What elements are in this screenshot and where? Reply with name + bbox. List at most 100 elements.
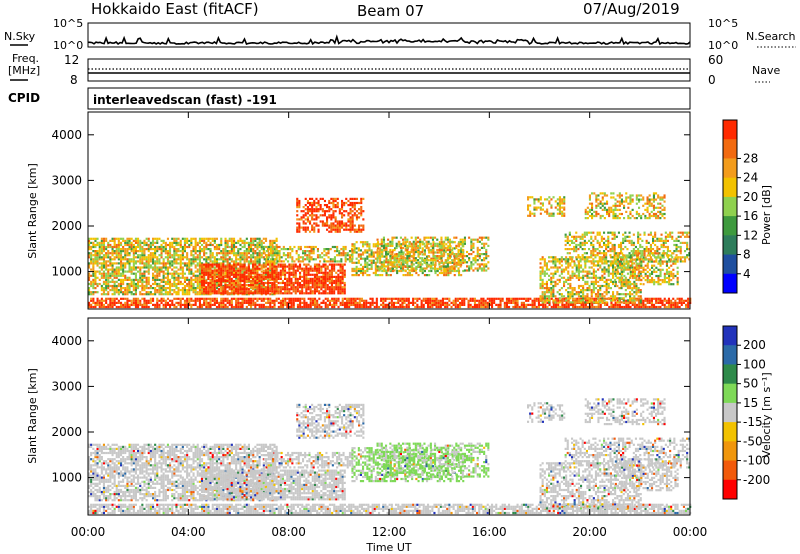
power-cell [177,303,180,306]
power-cell [358,297,361,300]
power-cell [228,262,231,265]
power-cell [271,286,274,289]
power-cell [241,239,244,242]
power-cell [563,297,566,300]
power-cell [337,305,340,309]
power-cell [395,297,398,300]
power-cell [232,292,235,295]
power-cell [360,208,363,211]
power-cell [200,269,203,272]
power-cell [318,263,321,266]
power-cell [262,303,265,306]
power-cell [192,245,195,249]
power-cell [224,265,227,268]
power-cell [115,245,118,249]
power-cell [456,303,459,306]
power-cell [296,290,299,293]
power-cell [311,201,314,205]
power-cell [294,271,297,274]
power-cell [351,249,354,252]
power-cell [501,299,504,302]
power-cell [304,258,307,261]
power-cell [291,256,294,259]
power-cell [262,305,265,309]
power-cell [241,290,244,293]
power-cell [230,237,233,240]
power-cell [453,274,456,277]
power-cell [415,271,418,275]
power-cell [460,263,463,266]
power-cell [188,278,191,281]
power-cell [493,297,496,300]
power-cell [362,241,365,244]
power-cell [271,275,274,278]
power-cell [417,246,420,249]
power-cell [222,297,225,300]
power-cell [612,305,615,309]
power-cell [88,262,91,265]
power-cell [385,255,388,258]
power-cell [122,297,125,300]
power-cell [113,293,116,296]
power-cell [220,297,223,300]
power-cell [200,271,203,274]
power-cell [431,246,434,249]
power-cell [290,273,293,276]
power-cell [309,281,312,285]
power-cell [228,250,231,253]
power-cell [213,245,216,249]
power-cell [382,269,385,272]
power-cell [333,303,336,306]
power-cell [141,287,144,290]
power-cell [355,274,358,277]
power-cell [124,274,127,277]
power-cell [356,301,359,304]
power-cell [254,297,257,300]
power-cell [235,265,238,268]
power-cell [215,290,218,293]
power-cell [256,286,259,289]
power-cell [122,250,125,253]
power-cell [160,270,163,273]
power-cell [303,271,306,274]
power-cell [166,282,169,286]
power-cell [105,297,108,300]
power-cell [409,301,412,304]
power-cell [417,261,420,264]
power-cell [281,271,284,274]
power-cell [262,248,265,251]
power-cell [374,257,377,260]
power-cell [264,290,267,293]
power-cell [298,206,301,209]
power-cell [595,305,598,309]
power-cell [330,290,333,293]
power-cell [120,264,123,267]
power-cell [179,301,182,304]
power-cell [429,236,432,239]
power-cell [343,214,346,217]
power-cell [94,245,97,249]
power-cell [126,239,129,242]
power-cell [252,237,255,240]
power-cell [420,303,423,306]
power-cell [154,276,157,279]
power-cell [132,287,135,290]
power-cell [288,288,291,291]
power-cell [431,238,434,241]
power-cell [516,301,519,304]
power-cell [267,284,270,287]
power-cell [218,303,221,306]
power-cell [92,282,95,286]
power-cell [128,241,131,244]
power-cell [342,245,345,249]
power-cell [141,280,144,283]
power-cell [122,303,125,306]
power-cell [309,208,312,211]
power-cell [352,297,355,300]
power-cell [663,303,666,306]
power-cell [147,237,150,240]
power-cell [105,280,108,283]
power-cell [288,265,291,268]
power-cell [113,258,116,261]
power-cell [403,301,406,304]
